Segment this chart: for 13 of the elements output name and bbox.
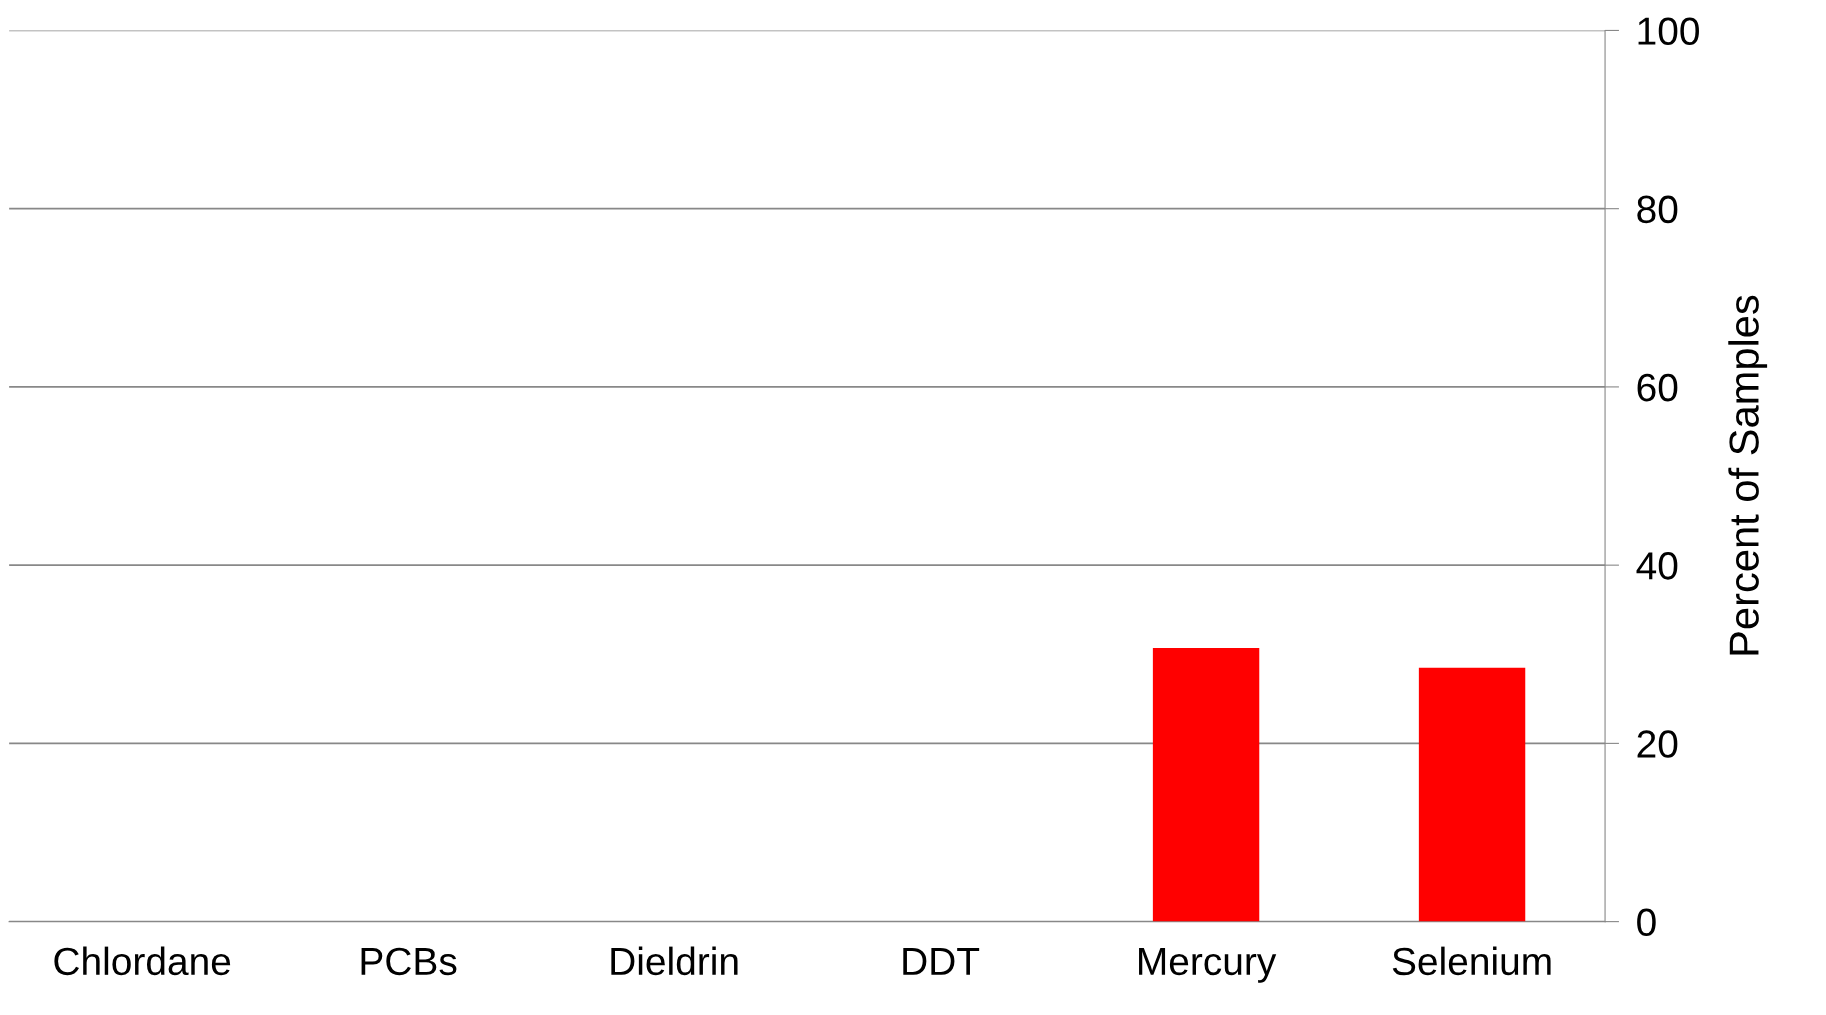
x-tick-label: Chlordane <box>54 946 231 976</box>
y-tick-label: 40 <box>1636 552 1678 580</box>
y-tick-label: 80 <box>1637 195 1678 224</box>
y-tick-label: 100 <box>1638 17 1699 45</box>
y-tick-label: 60 <box>1637 373 1678 402</box>
y-tick-label: 20 <box>1637 730 1678 758</box>
y-tick-label: 0 <box>1637 908 1656 937</box>
x-tick-label: DDT <box>903 948 980 975</box>
y-axis-title: Percent of Samples <box>1728 295 1768 655</box>
x-tick-label: PCBs <box>361 947 457 976</box>
x-tick-label: Dieldrin <box>611 946 738 976</box>
x-tick-label: Selenium <box>1392 946 1551 976</box>
x-tick-label: Mercury <box>1139 948 1277 983</box>
